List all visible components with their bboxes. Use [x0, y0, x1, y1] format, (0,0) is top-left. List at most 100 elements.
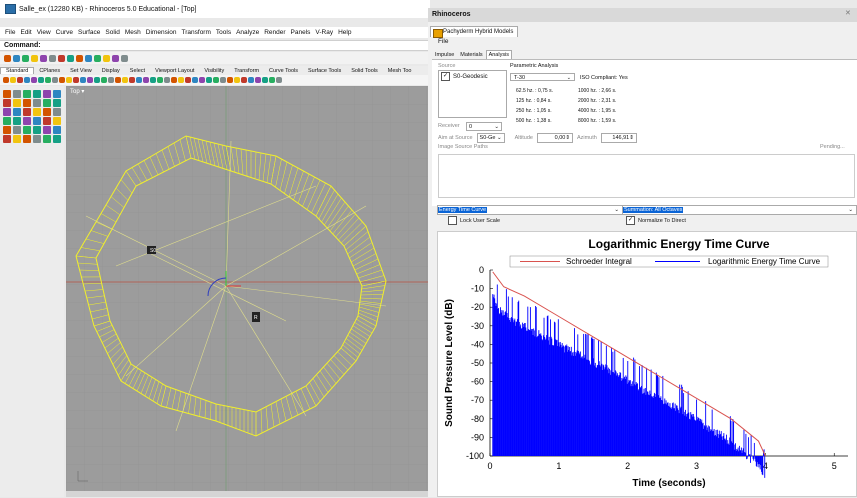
tool-icon[interactable]: [122, 77, 128, 83]
toolbar-tab-display[interactable]: Display: [97, 68, 125, 74]
tool-icon[interactable]: [3, 117, 11, 125]
tool-icon[interactable]: [23, 99, 31, 107]
tool-icon[interactable]: [234, 77, 240, 83]
toolbar-tab-curve-tools[interactable]: Curve Tools: [264, 68, 303, 74]
tool-icon[interactable]: [33, 90, 41, 98]
menu-item-file[interactable]: File: [5, 29, 15, 36]
tool-icon[interactable]: [199, 77, 205, 83]
tool-icon[interactable]: [121, 55, 128, 62]
azimuth-input[interactable]: 146,91⇕: [601, 133, 637, 143]
tool-icon[interactable]: [164, 77, 170, 83]
top-viewport[interactable]: S0 R: [66, 86, 430, 491]
toolbar-tab-transform[interactable]: Transform: [229, 68, 264, 74]
tool-icon[interactable]: [49, 55, 56, 62]
tool-icon[interactable]: [241, 77, 247, 83]
tool-icon[interactable]: [38, 77, 44, 83]
tool-icon[interactable]: [3, 99, 11, 107]
tool-icon[interactable]: [43, 117, 51, 125]
tool-icon[interactable]: [67, 55, 74, 62]
tool-icon[interactable]: [255, 77, 261, 83]
tool-icon[interactable]: [13, 55, 20, 62]
tool-icon[interactable]: [3, 126, 11, 134]
tool-icon[interactable]: [13, 135, 21, 143]
tool-icon[interactable]: [23, 117, 31, 125]
tool-icon[interactable]: [87, 77, 93, 83]
tool-icon[interactable]: [227, 77, 233, 83]
tool-icon[interactable]: [101, 77, 107, 83]
tool-icon[interactable]: [80, 77, 86, 83]
menu-item-mesh[interactable]: Mesh: [125, 29, 141, 36]
command-line[interactable]: Command:: [0, 40, 430, 51]
tool-icon[interactable]: [33, 126, 41, 134]
toolbar-tab-select[interactable]: Select: [125, 68, 150, 74]
tool-icon[interactable]: [108, 77, 114, 83]
menu-item-tools[interactable]: Tools: [216, 29, 231, 36]
tool-icon[interactable]: [185, 77, 191, 83]
tool-icon[interactable]: [33, 117, 41, 125]
tool-icon[interactable]: [213, 77, 219, 83]
tool-icon[interactable]: [220, 77, 226, 83]
toolbar-tab-set-view[interactable]: Set View: [65, 68, 97, 74]
menu-item-panels[interactable]: Panels: [291, 29, 311, 36]
tool-icon[interactable]: [13, 99, 21, 107]
tool-icon[interactable]: [171, 77, 177, 83]
tool-icon[interactable]: [13, 90, 21, 98]
menu-item-render[interactable]: Render: [264, 29, 285, 36]
tool-icon[interactable]: [58, 55, 65, 62]
tool-icon[interactable]: [40, 55, 47, 62]
source-list-item[interactable]: ✓ S0-Geodesic: [441, 72, 488, 81]
tool-icon[interactable]: [23, 90, 31, 98]
toolbar-tab-viewport-layout[interactable]: Viewport Layout: [150, 68, 199, 74]
lock-user-scale-option[interactable]: Lock User Scale: [448, 216, 500, 225]
tool-icon[interactable]: [23, 108, 31, 116]
tool-icon[interactable]: [59, 77, 65, 83]
tool-icon[interactable]: [269, 77, 275, 83]
toolbar-tab-solid-tools[interactable]: Solid Tools: [346, 68, 383, 74]
tool-icon[interactable]: [22, 55, 29, 62]
checkbox-checked-icon[interactable]: ✓: [441, 72, 450, 81]
tool-icon[interactable]: [33, 99, 41, 107]
menu-item-help[interactable]: Help: [338, 29, 351, 36]
menu-item-solid[interactable]: Solid: [105, 29, 119, 36]
tool-icon[interactable]: [115, 77, 121, 83]
menu-item-analyze[interactable]: Analyze: [236, 29, 259, 36]
tool-icon[interactable]: [3, 108, 11, 116]
checkbox-unchecked-icon[interactable]: [448, 216, 457, 225]
tool-icon[interactable]: [3, 90, 11, 98]
tool-icon[interactable]: [192, 77, 198, 83]
tool-icon[interactable]: [206, 77, 212, 83]
toolbar-tab-cplanes[interactable]: CPlanes: [34, 68, 65, 74]
tool-icon[interactable]: [53, 108, 61, 116]
image-source-paths-list[interactable]: [438, 154, 855, 198]
tool-icon[interactable]: [103, 55, 110, 62]
tool-icon[interactable]: [94, 55, 101, 62]
tool-icon[interactable]: [53, 90, 61, 98]
tool-icon[interactable]: [31, 77, 37, 83]
tool-icon[interactable]: [10, 77, 16, 83]
tool-icon[interactable]: [129, 77, 135, 83]
tool-icon[interactable]: [31, 55, 38, 62]
tool-icon[interactable]: [24, 77, 30, 83]
menu-item-edit[interactable]: Edit: [20, 29, 31, 36]
receiver-marker[interactable]: R: [252, 312, 260, 322]
toolbar-tab-visibility[interactable]: Visibility: [199, 68, 229, 74]
menu-item-curve[interactable]: Curve: [56, 29, 73, 36]
tool-icon[interactable]: [150, 77, 156, 83]
receiver-select[interactable]: 0 ⌄: [466, 122, 502, 131]
tool-icon[interactable]: [53, 135, 61, 143]
tool-icon[interactable]: [23, 126, 31, 134]
menu-item-transform[interactable]: Transform: [182, 29, 211, 36]
pachyderm-tab[interactable]: Pachyderm Hybrid Models: [430, 26, 518, 37]
tool-icon[interactable]: [33, 108, 41, 116]
checkbox-checked-icon[interactable]: ✓: [626, 216, 635, 225]
tool-icon[interactable]: [43, 126, 51, 134]
pachyderm-file-menu[interactable]: File: [438, 38, 448, 45]
aim-select[interactable]: S0-Ge ⌄: [477, 133, 505, 143]
tool-icon[interactable]: [112, 55, 119, 62]
tool-icon[interactable]: [66, 77, 72, 83]
tool-icon[interactable]: [248, 77, 254, 83]
tool-icon[interactable]: [73, 77, 79, 83]
tool-icon[interactable]: [53, 126, 61, 134]
tool-icon[interactable]: [136, 77, 142, 83]
tool-icon[interactable]: [157, 77, 163, 83]
